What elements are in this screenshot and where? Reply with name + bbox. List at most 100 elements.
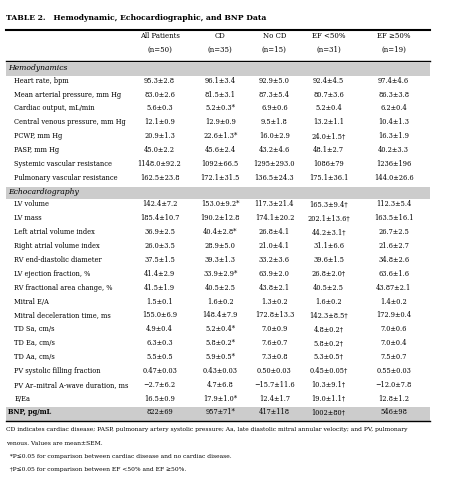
Text: Cardiac output, mL/min: Cardiac output, mL/min <box>14 105 95 113</box>
Text: PCWP, mm Hg: PCWP, mm Hg <box>14 132 63 140</box>
Text: 34.8±2.6: 34.8±2.6 <box>378 256 409 264</box>
Text: 21.6±2.7: 21.6±2.7 <box>378 242 409 250</box>
Text: 202.1±13.6†: 202.1±13.6† <box>307 214 350 222</box>
Text: 117.3±21.4: 117.3±21.4 <box>255 201 294 209</box>
Text: 43.8±2.1: 43.8±2.1 <box>259 284 290 292</box>
Text: 1236±196: 1236±196 <box>376 160 411 168</box>
Text: 7.6±0.7: 7.6±0.7 <box>261 339 288 347</box>
Text: RV end-diastolic diameter: RV end-diastolic diameter <box>14 256 102 264</box>
Text: 43.2±4.6: 43.2±4.6 <box>259 146 290 154</box>
Text: 175.1±36.1: 175.1±36.1 <box>309 174 348 182</box>
Text: TD Sa, cm/s: TD Sa, cm/s <box>14 325 55 333</box>
Text: 5.5±0.5: 5.5±0.5 <box>146 353 173 361</box>
Text: Mitral deceleration time, ms: Mitral deceleration time, ms <box>14 311 111 319</box>
Text: 1.3±0.2: 1.3±0.2 <box>261 297 288 306</box>
Text: PV Ar–mitral A-wave duration, ms: PV Ar–mitral A-wave duration, ms <box>14 381 129 389</box>
Text: 1.4±0.2: 1.4±0.2 <box>380 297 407 306</box>
Text: 5.2±0.4*: 5.2±0.4* <box>205 325 235 333</box>
Text: 190.2±12.8: 190.2±12.8 <box>201 214 240 222</box>
Text: 5.2±0.4: 5.2±0.4 <box>315 105 342 113</box>
Text: 7.0±0.9: 7.0±0.9 <box>261 325 288 333</box>
Text: 41.5±1.9: 41.5±1.9 <box>144 284 175 292</box>
Bar <box>6 407 430 421</box>
Text: −15.7±11.6: −15.7±11.6 <box>254 381 295 389</box>
Text: 153.0±9.2*: 153.0±9.2* <box>201 201 239 209</box>
Text: (n=15): (n=15) <box>262 46 287 54</box>
Text: TD Aa, cm/s: TD Aa, cm/s <box>14 353 55 361</box>
Text: 39.3±1.3: 39.3±1.3 <box>205 256 236 264</box>
Text: 41.4±2.9: 41.4±2.9 <box>144 270 175 278</box>
Text: LV volume: LV volume <box>14 201 49 209</box>
Text: 0.47±0.03: 0.47±0.03 <box>142 367 177 375</box>
Text: No CD: No CD <box>263 32 286 40</box>
Text: (n=31): (n=31) <box>316 46 341 54</box>
Text: 40.5±2.5: 40.5±2.5 <box>205 284 236 292</box>
Text: 36.9±2.5: 36.9±2.5 <box>144 228 175 236</box>
Text: 1086±79: 1086±79 <box>313 160 344 168</box>
Text: Hemodynamics: Hemodynamics <box>8 64 67 72</box>
Text: 162.5±23.8: 162.5±23.8 <box>140 174 179 182</box>
Text: 31.1±6.6: 31.1±6.6 <box>313 242 344 250</box>
Text: 12.4±1.7: 12.4±1.7 <box>259 394 290 402</box>
Text: −12.0±7.8: −12.0±7.8 <box>375 381 412 389</box>
Text: 96.1±3.4: 96.1±3.4 <box>205 77 236 85</box>
Text: Heart rate, bpm: Heart rate, bpm <box>14 77 69 85</box>
Text: 95.3±2.8: 95.3±2.8 <box>144 77 175 85</box>
Text: venous. Values are mean±SEM.: venous. Values are mean±SEM. <box>6 441 102 446</box>
Text: 5.3±0.5†: 5.3±0.5† <box>314 353 344 361</box>
Text: 165.3±9.4†: 165.3±9.4† <box>310 201 348 209</box>
Text: 13.2±1.1: 13.2±1.1 <box>313 118 344 126</box>
Text: 1.5±0.1: 1.5±0.1 <box>146 297 173 306</box>
Text: 5.2±0.3*: 5.2±0.3* <box>205 105 235 113</box>
Text: 24.0±1.5†: 24.0±1.5† <box>311 132 346 140</box>
Text: 40.4±2.8*: 40.4±2.8* <box>203 228 237 236</box>
Text: 44.2±3.1†: 44.2±3.1† <box>311 228 346 236</box>
Text: Systemic vascular resistance: Systemic vascular resistance <box>14 160 112 168</box>
Text: 26.8±2.0†: 26.8±2.0† <box>311 270 346 278</box>
Text: 63.9±2.0: 63.9±2.0 <box>259 270 290 278</box>
Text: 92.4±4.5: 92.4±4.5 <box>313 77 344 85</box>
Text: 7.5±0.7: 7.5±0.7 <box>381 353 407 361</box>
Text: RV fractional area change, %: RV fractional area change, % <box>14 284 113 292</box>
Text: 172.8±13.3: 172.8±13.3 <box>255 311 294 319</box>
Text: 144.0±26.6: 144.0±26.6 <box>374 174 413 182</box>
Text: 37.5±1.5: 37.5±1.5 <box>144 256 175 264</box>
Text: 546±98: 546±98 <box>380 408 407 416</box>
Text: Left atrial volume index: Left atrial volume index <box>14 228 95 236</box>
Text: 12.8±1.2: 12.8±1.2 <box>378 394 409 402</box>
Text: 28.9±5.0: 28.9±5.0 <box>205 242 236 250</box>
Text: 142.4±7.2: 142.4±7.2 <box>142 201 177 209</box>
Text: 20.9±1.3: 20.9±1.3 <box>144 132 175 140</box>
Text: LV ejection fraction, %: LV ejection fraction, % <box>14 270 91 278</box>
Text: 19.0±1.1†: 19.0±1.1† <box>311 394 346 402</box>
Text: (n=35): (n=35) <box>208 46 233 54</box>
Text: 63.6±1.6: 63.6±1.6 <box>378 270 409 278</box>
Text: 185.4±10.7: 185.4±10.7 <box>140 214 179 222</box>
Text: 5.6±0.3: 5.6±0.3 <box>146 105 173 113</box>
Text: 17.9±1.0*: 17.9±1.0* <box>203 394 237 402</box>
Text: 148.4±7.9: 148.4±7.9 <box>202 311 238 319</box>
Text: 9.5±1.8: 9.5±1.8 <box>261 118 288 126</box>
Text: 5.8±0.2†: 5.8±0.2† <box>314 339 344 347</box>
Text: CD: CD <box>215 32 226 40</box>
Text: 1002±80†: 1002±80† <box>312 408 346 416</box>
Text: 81.5±3.1: 81.5±3.1 <box>205 91 236 99</box>
Text: 43.87±2.1: 43.87±2.1 <box>376 284 411 292</box>
Text: Mitral E/A: Mitral E/A <box>14 297 49 306</box>
Text: All Patients: All Patients <box>140 32 180 40</box>
Text: Mean arterial pressure, mm Hg: Mean arterial pressure, mm Hg <box>14 91 121 99</box>
Text: 1.6±0.2: 1.6±0.2 <box>315 297 342 306</box>
Text: 0.45±0.05†: 0.45±0.05† <box>310 367 348 375</box>
Text: 80.7±3.6: 80.7±3.6 <box>313 91 344 99</box>
Text: 12.9±0.9: 12.9±0.9 <box>205 118 236 126</box>
Text: EF <50%: EF <50% <box>312 32 346 40</box>
Text: 0.55±0.03: 0.55±0.03 <box>376 367 411 375</box>
Text: 142.3±8.5†: 142.3±8.5† <box>310 311 348 319</box>
Text: TABLE 2.   Hemodynamic, Echocardiographic, and BNP Data: TABLE 2. Hemodynamic, Echocardiographic,… <box>6 14 266 22</box>
Text: 16.5±0.9: 16.5±0.9 <box>144 394 175 402</box>
Text: EF ≥50%: EF ≥50% <box>377 32 410 40</box>
Text: 155.0±6.9: 155.0±6.9 <box>142 311 177 319</box>
Text: 92.9±5.0: 92.9±5.0 <box>259 77 290 85</box>
Text: PV systolic filling fraction: PV systolic filling fraction <box>14 367 101 375</box>
Text: 7.3±0.8: 7.3±0.8 <box>261 353 288 361</box>
